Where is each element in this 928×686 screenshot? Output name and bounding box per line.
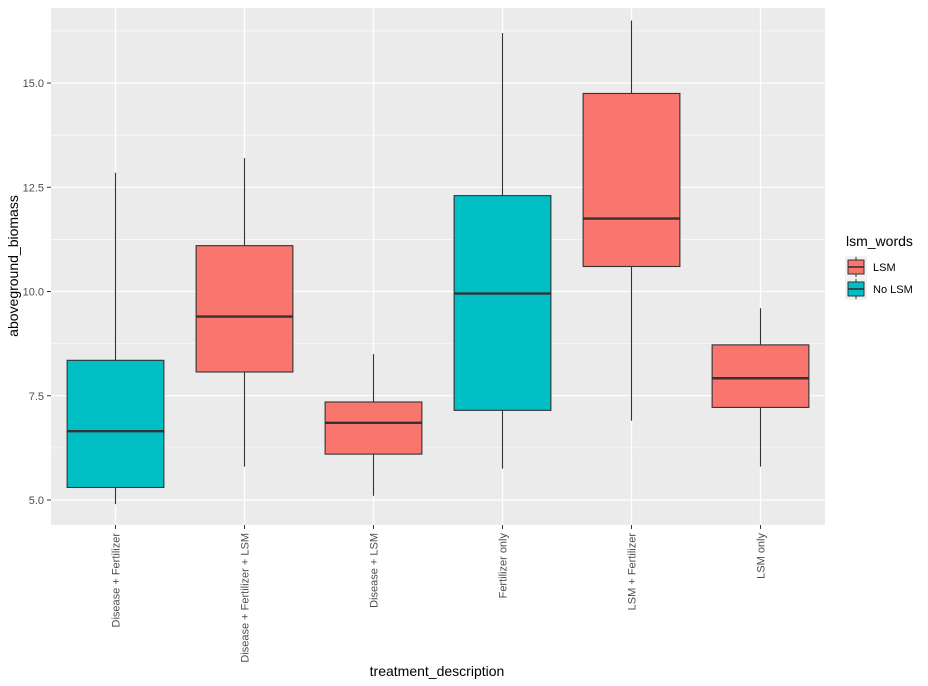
y-tick-label: 12.5 <box>23 182 44 194</box>
box-body <box>711 344 810 408</box>
box-body <box>453 195 552 411</box>
x-tick-label: Disease + LSM <box>369 533 381 608</box>
y-tick-label: 15.0 <box>23 78 44 90</box>
box-disease-fertilizer-lsm <box>195 158 294 467</box>
legend: lsm_words LSM No LSM <box>845 233 913 300</box>
x-tick-label: LSM only <box>756 533 768 579</box>
box-body <box>195 245 294 373</box>
y-axis: 5.0 7.5 10.0 12.5 15.0 <box>23 78 51 507</box>
legend-entry: No LSM <box>845 278 913 300</box>
x-axis-title: treatment_description <box>370 663 505 679</box>
boxes <box>66 20 810 505</box>
y-tick-label: 5.0 <box>29 495 44 507</box>
y-axis-title: aboveground_biomass <box>5 195 21 337</box>
x-tick-label: Disease + Fertilizer <box>111 533 123 628</box>
x-axis: Disease + Fertilizer Disease + Fertilizer… <box>111 525 768 663</box>
plot-panel <box>51 8 825 525</box>
legend-entry: LSM <box>845 256 896 278</box>
box-body <box>66 359 165 489</box>
box-lsm-only <box>711 308 810 467</box>
x-tick-label: Disease + Fertilizer + LSM <box>240 533 252 663</box>
x-tick-label: Fertilizer only <box>498 533 510 599</box>
legend-label: No LSM <box>873 284 913 296</box>
box-fertilizer-only <box>453 33 552 469</box>
x-tick-label: LSM + Fertilizer <box>627 533 639 611</box>
box-body <box>324 401 423 455</box>
y-tick-label: 10.0 <box>23 287 44 299</box>
legend-title: lsm_words <box>846 233 913 249</box>
box-disease-fertilizer <box>66 172 165 505</box>
box-disease-lsm <box>324 354 423 496</box>
box-lsm-fertilizer <box>582 20 681 421</box>
y-tick-label: 7.5 <box>29 391 44 403</box>
box-body <box>582 92 681 268</box>
legend-label: LSM <box>873 262 896 274</box>
